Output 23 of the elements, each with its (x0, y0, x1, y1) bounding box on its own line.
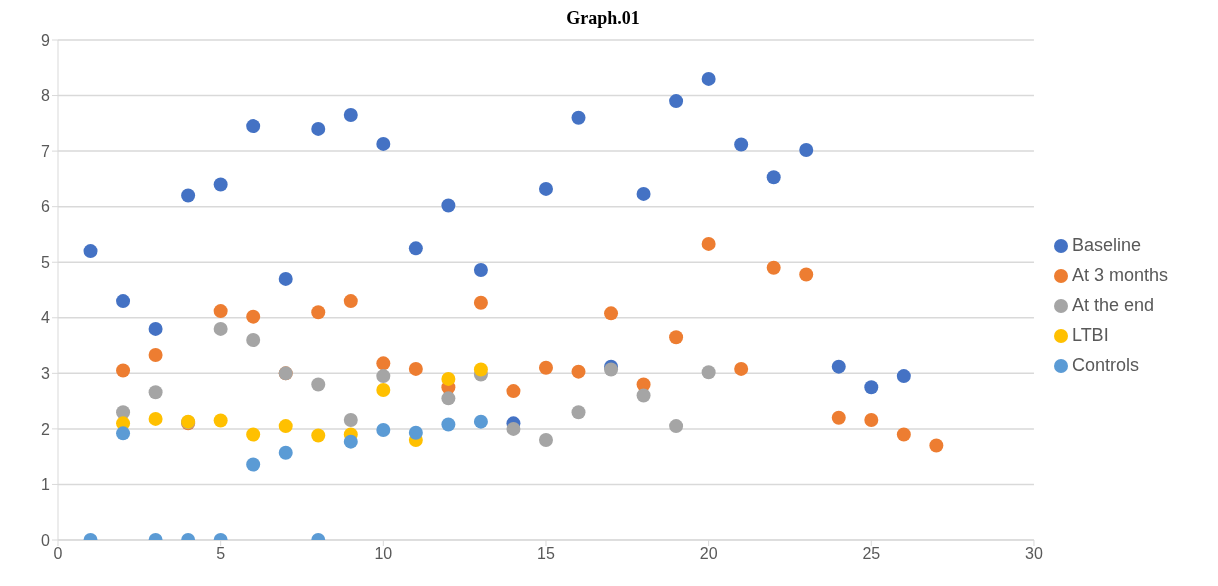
x-tick-label: 25 (862, 545, 881, 563)
y-tick-label: 4 (41, 309, 51, 327)
x-tick-label: 0 (53, 545, 63, 563)
chart-title: Graph.01 (565, 8, 641, 30)
x-tick-label: 5 (216, 545, 226, 563)
y-tick-label: 6 (41, 198, 51, 216)
legend-label: Controls (1071, 355, 1139, 375)
y-tick-label: 2 (41, 420, 51, 438)
legend-label: Baseline (1071, 235, 1141, 255)
y-tick-label: 8 (41, 87, 51, 105)
legend-label: At the end (1071, 295, 1155, 315)
x-tick-label: 10 (374, 545, 393, 563)
y-tick-label: 7 (41, 142, 51, 160)
legend-label: LTBI (1071, 325, 1109, 345)
legend-label: At 3 months (1071, 265, 1168, 285)
y-tick-label: 9 (41, 31, 51, 49)
y-tick-label: 1 (41, 476, 51, 494)
y-tick-label: 3 (41, 365, 51, 383)
x-tick-label: 15 (537, 545, 555, 563)
x-tick-label: 30 (1025, 545, 1043, 563)
y-tick-label: 0 (41, 531, 51, 549)
y-tick-label: 5 (41, 253, 51, 271)
x-tick-label: 20 (699, 545, 718, 563)
